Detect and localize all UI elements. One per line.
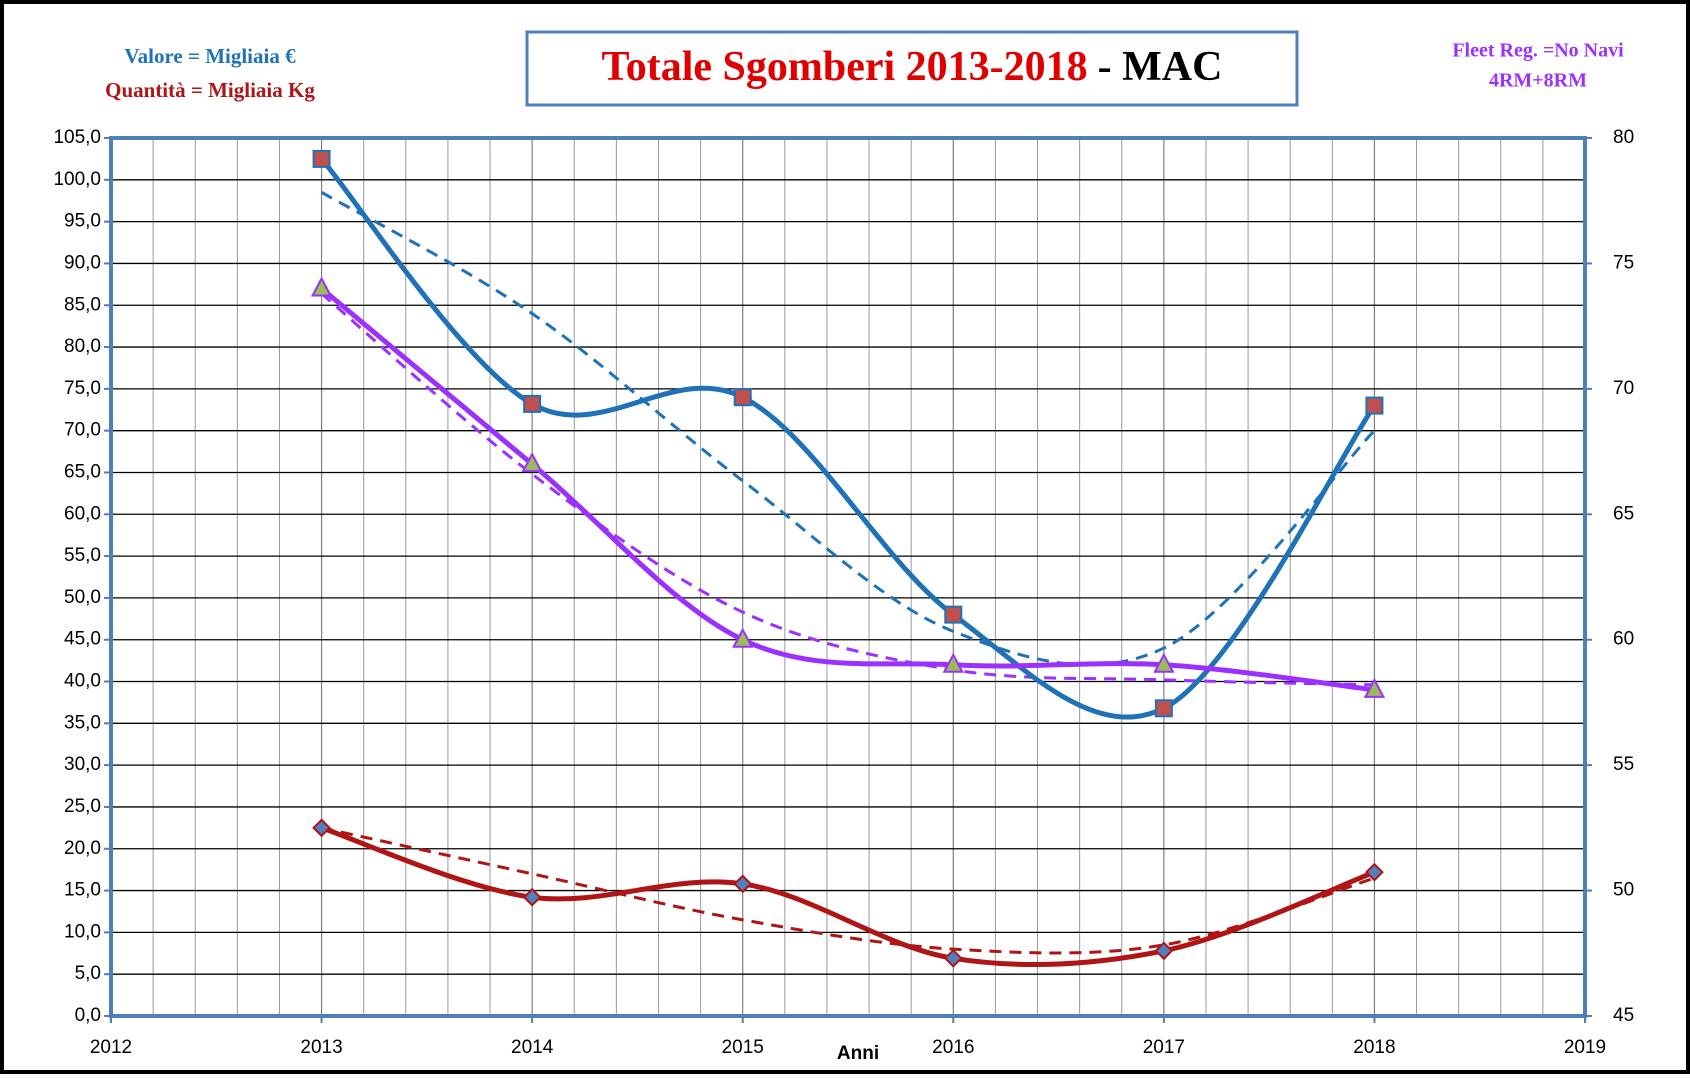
y-tick-label: 15,0 bbox=[64, 880, 101, 901]
trend-line bbox=[320, 191, 1376, 667]
annotation: Quantità = Migliaia Kg bbox=[105, 78, 315, 102]
y-tick-label: 55,0 bbox=[64, 545, 101, 566]
title-main: Totale Sgomberi 2013-2018 bbox=[602, 44, 1088, 90]
y-tick-label: 5,0 bbox=[75, 963, 101, 984]
marker bbox=[1153, 652, 1175, 673]
x-axis-label: Anni bbox=[837, 1043, 879, 1064]
series-line bbox=[319, 286, 1375, 693]
y2-tick-label: 65 bbox=[1613, 503, 1634, 524]
y-tick-label: 30,0 bbox=[64, 754, 101, 775]
y2-tick-label: 80 bbox=[1613, 127, 1634, 148]
annotation: 4RM+8RM bbox=[1489, 70, 1587, 92]
y-tick-label: 105,0 bbox=[53, 127, 101, 148]
marker bbox=[310, 276, 333, 297]
y-tick-label: 10,0 bbox=[64, 921, 101, 942]
series-line bbox=[320, 825, 1376, 968]
y-tick-label: 50,0 bbox=[64, 587, 101, 608]
y2-tick-label: 70 bbox=[1613, 378, 1634, 399]
marker bbox=[312, 818, 331, 838]
y2-tick-label: 50 bbox=[1613, 880, 1634, 901]
y2-tick-label: 45 bbox=[1613, 1005, 1634, 1026]
annotation: Valore = Migliaia € bbox=[124, 44, 296, 68]
y-tick-label: 40,0 bbox=[64, 671, 101, 692]
trend-line bbox=[320, 292, 1375, 687]
marker bbox=[943, 948, 963, 968]
y-tick-label: 45,0 bbox=[64, 629, 101, 650]
x-tick-label: 2014 bbox=[511, 1037, 554, 1058]
marker bbox=[1154, 699, 1173, 718]
marker bbox=[523, 394, 542, 413]
y-tick-label: 65,0 bbox=[64, 461, 101, 482]
y-tick-label: 20,0 bbox=[64, 838, 101, 859]
x-tick-label: 2019 bbox=[1564, 1037, 1606, 1058]
y2-tick-label: 55 bbox=[1613, 754, 1634, 775]
x-tick-label: 2013 bbox=[300, 1037, 342, 1058]
x-tick-label: 2018 bbox=[1353, 1037, 1395, 1058]
marker bbox=[944, 605, 963, 624]
marker bbox=[521, 451, 543, 473]
annotation: Fleet Reg. =No Navi bbox=[1452, 40, 1624, 62]
x-tick-label: 2012 bbox=[90, 1037, 132, 1058]
y-tick-label: 25,0 bbox=[64, 796, 101, 817]
y-tick-label: 75,0 bbox=[64, 378, 101, 399]
marker bbox=[1365, 862, 1384, 882]
marker bbox=[1154, 941, 1174, 961]
x-tick-label: 2016 bbox=[932, 1037, 974, 1058]
series-line bbox=[319, 157, 1377, 720]
y-tick-label: 80,0 bbox=[64, 336, 101, 357]
y-tick-label: 95,0 bbox=[64, 211, 101, 232]
y-tick-label: 70,0 bbox=[64, 420, 101, 441]
y2-tick-label: 75 bbox=[1613, 252, 1634, 273]
marker bbox=[1365, 396, 1384, 415]
y2-tick-label: 60 bbox=[1613, 629, 1634, 650]
y-tick-label: 100,0 bbox=[53, 169, 101, 190]
marker bbox=[312, 149, 331, 168]
marker bbox=[733, 874, 753, 894]
y-tick-label: 60,0 bbox=[64, 503, 101, 524]
trend-line bbox=[321, 826, 1375, 955]
y-tick-label: 35,0 bbox=[64, 712, 101, 733]
marker bbox=[522, 887, 542, 907]
y-tick-label: 0,0 bbox=[75, 1005, 101, 1026]
marker bbox=[1363, 677, 1386, 698]
x-tick-label: 2017 bbox=[1143, 1037, 1185, 1058]
chart-title: Totale Sgomberi 2013-2018- MAC bbox=[602, 44, 1223, 90]
y-tick-label: 85,0 bbox=[64, 294, 101, 315]
title-box bbox=[525, 30, 1299, 107]
marker bbox=[732, 627, 754, 648]
marker bbox=[942, 652, 964, 673]
marker bbox=[733, 388, 752, 407]
plot-border bbox=[109, 136, 1587, 1018]
x-tick-label: 2015 bbox=[722, 1037, 764, 1058]
title-suffix: - MAC bbox=[1098, 44, 1223, 90]
y-tick-label: 90,0 bbox=[64, 252, 101, 273]
